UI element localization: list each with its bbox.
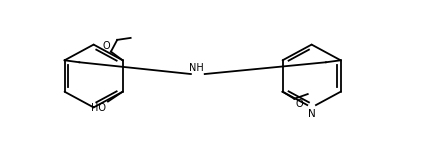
- Text: N: N: [308, 109, 316, 119]
- Text: NH: NH: [189, 63, 204, 73]
- Text: O: O: [103, 41, 110, 51]
- Text: HO: HO: [91, 103, 106, 113]
- Text: O: O: [295, 99, 303, 109]
